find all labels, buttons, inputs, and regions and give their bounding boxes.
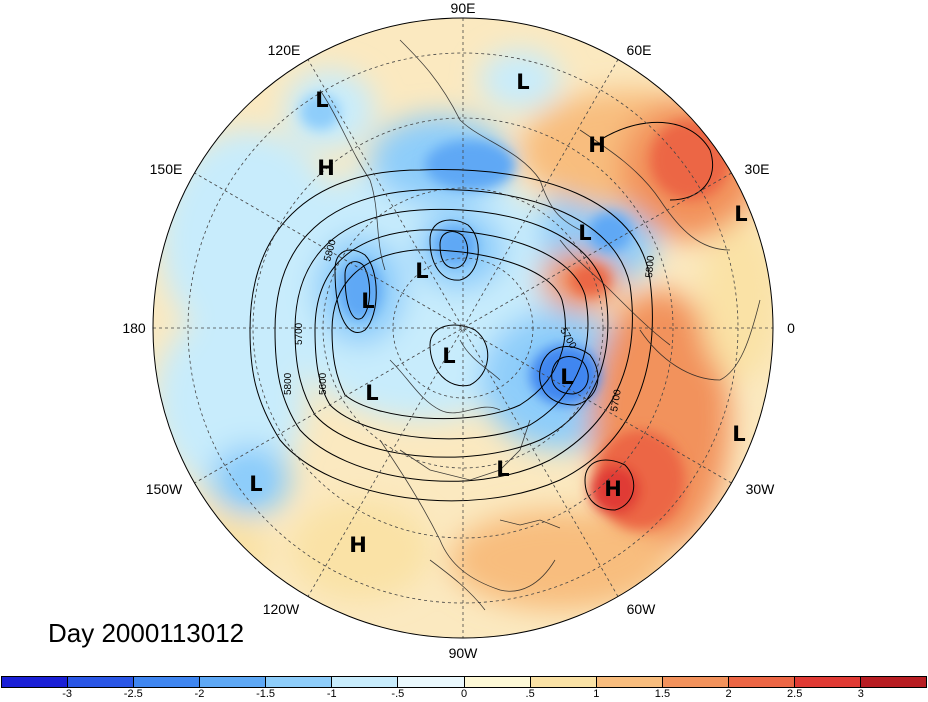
colorbar-swatch — [464, 677, 531, 687]
lon-label-30e: 30E — [745, 161, 770, 177]
low-marker: L — [578, 221, 591, 245]
low-marker: L — [415, 259, 428, 283]
colorbar-swatches — [1, 676, 927, 688]
colorbar-swatch — [662, 677, 729, 687]
high-marker: H — [349, 533, 367, 557]
colorbar-tick-label: -3 — [62, 688, 73, 700]
low-marker: L — [365, 381, 378, 405]
colorbar-tick-label: -1 — [326, 688, 337, 700]
lon-label-30w: 30W — [746, 481, 776, 497]
lon-label-120e: 120E — [268, 42, 301, 58]
lon-label-90w: 90W — [449, 645, 479, 661]
colorbar-swatch — [728, 677, 795, 687]
colorbar-tick-labels: -3 -2.5 -2 -1.5 -1 -.5 0 .5 1 1.5 2 2.5 3 — [0, 688, 928, 702]
lon-label-0: 0 — [787, 320, 795, 336]
colorbar-swatch — [530, 677, 597, 687]
coastlines — [319, 39, 761, 611]
anomaly-field — [153, 18, 773, 638]
high-marker: H — [588, 133, 606, 157]
map-boundary — [152, 17, 774, 639]
lon-label-150w: 150W — [146, 481, 183, 497]
lon-label-180: 180 — [122, 320, 146, 336]
colorbar-tick-label: 2.5 — [787, 688, 803, 700]
lon-label-150e: 150E — [150, 161, 183, 177]
lon-label-90e: 90E — [451, 0, 476, 16]
colorbar-swatch — [134, 677, 201, 687]
colorbar-swatch — [68, 677, 135, 687]
day-title: Day 2000113012 — [48, 618, 245, 648]
lon-label-60w: 60W — [627, 601, 657, 617]
pressure-systems: L L H H L L L L L L L L L H L H — [249, 70, 747, 557]
high-marker: H — [317, 156, 335, 180]
contour-label: 5800 — [644, 255, 657, 279]
colorbar-tick-label: 1 — [593, 688, 600, 700]
colorbar-swatch — [794, 677, 862, 687]
meridians — [153, 18, 773, 638]
lon-label-120w: 120W — [263, 601, 300, 617]
colorbar: -3 -2.5 -2 -1.5 -1 -.5 0 .5 1 1.5 2 2.5 3 — [0, 676, 928, 702]
low-marker: L — [315, 88, 328, 112]
colorbar-tick-label: -2 — [194, 688, 205, 700]
low-marker: L — [361, 289, 374, 313]
longitude-labels: 90E 60E 30E 0 30W 60W 90W 120W 150W 180 … — [122, 0, 795, 661]
contour-label: 5700 — [294, 322, 305, 345]
colorbar-swatch — [2, 677, 69, 687]
colorbar-swatch — [861, 677, 927, 687]
low-marker: L — [732, 422, 745, 446]
colorbar-tick-label: 1.5 — [654, 688, 671, 700]
colorbar-swatch — [200, 677, 267, 687]
height-contours — [249, 121, 714, 511]
contour-label: 5600 — [318, 372, 329, 395]
colorbar-tick-label: -2.5 — [123, 688, 143, 700]
colorbar-tick-label: 2 — [725, 688, 732, 700]
high-marker: H — [604, 477, 622, 501]
contour-label: 5700 — [609, 388, 624, 412]
low-marker: L — [516, 70, 529, 94]
low-marker: L — [734, 202, 747, 226]
colorbar-swatch — [596, 677, 663, 687]
low-marker: L — [496, 457, 509, 481]
colorbar-tick-label: 0 — [460, 688, 468, 700]
colorbar-tick-label: .5 — [525, 688, 535, 700]
low-marker: L — [249, 472, 262, 496]
contour-label: 5800 — [283, 372, 294, 395]
colorbar-tick-label: -1.5 — [256, 688, 276, 700]
colorbar-swatch — [266, 677, 333, 687]
low-marker: L — [560, 365, 573, 389]
colorbar-tick-label: 3 — [857, 688, 864, 700]
colorbar-swatch — [332, 677, 399, 687]
colorbar-tick-label: -.5 — [391, 688, 405, 700]
colorbar-swatch — [398, 677, 465, 687]
low-marker: L — [442, 344, 455, 368]
lon-label-60e: 60E — [627, 42, 652, 58]
